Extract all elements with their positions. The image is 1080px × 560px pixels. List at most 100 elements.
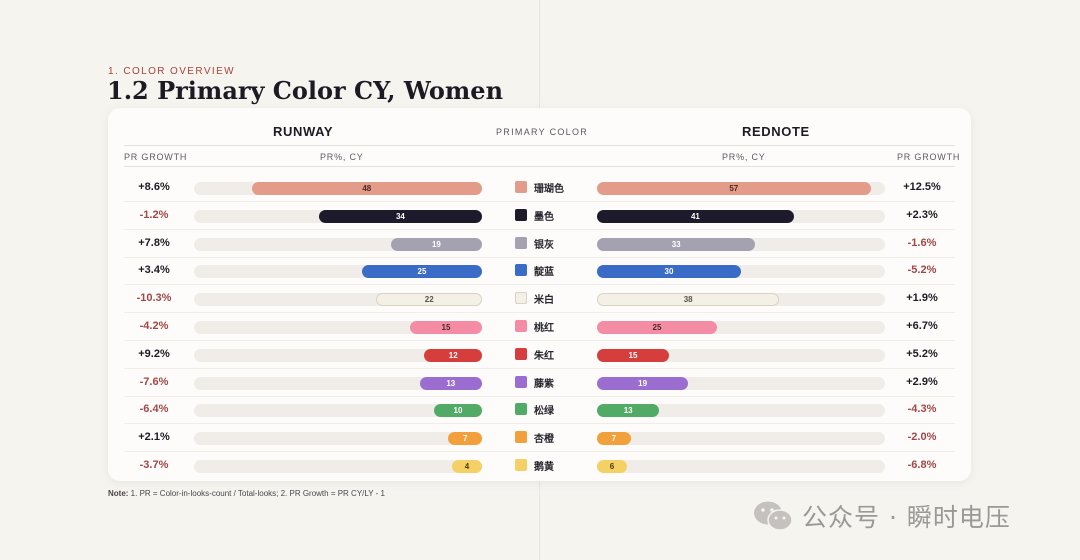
color-swatch <box>515 236 527 249</box>
footnote-label: Note: <box>108 489 129 498</box>
color-swatch <box>515 459 527 471</box>
row-divider <box>124 228 955 230</box>
rednote-bar-track: 13 <box>597 404 885 418</box>
color-swatch <box>515 431 527 444</box>
runway-bar-track: 12 <box>194 348 482 362</box>
runway-bar: 22 <box>376 293 482 307</box>
footnote: Note: 1. PR = Color-in-looks-count / Tot… <box>108 489 385 498</box>
rednote-bar-track: 19 <box>597 376 885 390</box>
runway-growth-value: +9.2% <box>138 347 170 360</box>
color-swatch <box>515 375 527 388</box>
row-divider <box>124 340 955 341</box>
table-row: -7.6% 13 藤紫 19 +2.9% <box>108 369 971 397</box>
color-name: 珊瑚色 <box>534 184 564 195</box>
rednote-bar: 7 <box>597 432 631 446</box>
rednote-bar: 19 <box>597 376 689 390</box>
runway-bar-track: 22 <box>194 293 482 307</box>
table-row: -1.2% 34 墨色 41 +2.3% <box>108 202 971 230</box>
row-divider <box>124 284 955 286</box>
color-name: 桃红 <box>534 323 554 334</box>
chart-card: RUNWAY PRIMARY COLOR REDNOTE PR GROWTH P… <box>108 108 971 481</box>
rednote-growth-value: -1.6% <box>907 236 937 249</box>
rednote-bar: 30 <box>597 265 741 279</box>
runway-pr-header: PR%, CY <box>320 152 364 162</box>
table-row: -3.7% 4 鹅黄 6 -6.8% <box>108 452 971 480</box>
runway-growth-value: +7.8% <box>138 236 170 249</box>
color-swatch <box>515 208 527 221</box>
primary-color-header: PRIMARY COLOR <box>496 127 589 137</box>
runway-bar-track: 19 <box>194 237 482 251</box>
rednote-bar-track: 7 <box>597 432 885 446</box>
runway-bar: 19 <box>390 237 482 251</box>
color-name: 银灰 <box>534 239 554 251</box>
rednote-bar-track: 30 <box>597 265 885 279</box>
header-rule <box>124 145 955 146</box>
table-row: +9.2% 12 朱红 15 +5.2% <box>108 341 971 369</box>
rednote-growth-value: +2.3% <box>906 208 938 221</box>
color-name: 墨色 <box>534 211 554 223</box>
row-divider <box>124 256 955 258</box>
row-divider <box>124 395 955 397</box>
runway-bar: 48 <box>251 182 482 195</box>
rednote-header: REDNOTE <box>742 124 810 139</box>
color-swatch <box>515 181 527 193</box>
color-name: 杏橙 <box>534 434 554 446</box>
runway-growth-value: -3.7% <box>139 459 169 471</box>
runway-bar-track: 15 <box>194 321 482 334</box>
rednote-growth-value: -6.8% <box>907 459 937 471</box>
rednote-bar: 38 <box>597 293 780 307</box>
rednote-bar: 6 <box>597 460 627 473</box>
runway-bar: 10 <box>434 404 482 418</box>
color-name: 鹅黄 <box>534 462 554 473</box>
runway-bar: 34 <box>318 209 482 223</box>
row-divider <box>124 201 955 202</box>
subheader-rule <box>124 166 955 167</box>
runway-bar: 13 <box>419 376 482 390</box>
runway-growth-value: -4.2% <box>139 320 169 332</box>
runway-bar-track: 48 <box>194 182 482 195</box>
rednote-bar: 33 <box>597 237 756 251</box>
table-row: +2.1% 7 杏橙 7 -2.0% <box>108 424 971 453</box>
rednote-bar-track: 25 <box>597 321 885 334</box>
runway-growth-value: -6.4% <box>139 403 169 416</box>
rednote-growth-header: PR GROWTH <box>897 152 961 162</box>
runway-bar-track: 7 <box>194 432 482 446</box>
rednote-growth-value: +5.2% <box>906 347 938 360</box>
table-row: -4.2% 15 桃红 25 +6.7% <box>108 313 971 341</box>
rednote-growth-value: -2.0% <box>907 431 937 444</box>
color-name: 松绿 <box>534 406 554 418</box>
color-name: 藤紫 <box>534 378 554 390</box>
table-row: -10.3% 22 米白 38 +1.9% <box>108 285 971 314</box>
row-divider <box>124 423 955 425</box>
runway-growth-value: -7.6% <box>139 375 169 388</box>
runway-growth-value: -1.2% <box>139 208 169 221</box>
rednote-bar-track: 33 <box>597 237 885 251</box>
color-swatch <box>515 320 527 332</box>
wechat-icon <box>754 501 793 531</box>
rednote-bar: 57 <box>597 182 871 195</box>
runway-header: RUNWAY <box>273 124 334 139</box>
color-swatch <box>515 347 527 360</box>
rednote-pr-header: PR%, CY <box>722 152 766 162</box>
rednote-growth-value: +2.9% <box>906 375 938 388</box>
runway-bar: 12 <box>424 348 482 362</box>
rednote-growth-value: -5.2% <box>907 264 937 277</box>
table-row: +8.6% 48 珊瑚色 57 +12.5% <box>108 174 971 202</box>
rednote-bar-track: 57 <box>597 182 885 195</box>
footnote-text: 1. PR = Color-in-looks-count / Total-loo… <box>128 489 385 498</box>
runway-bar-track: 13 <box>194 376 482 390</box>
runway-bar-track: 4 <box>194 460 482 473</box>
page-title: 1.2 Primary Color CY, Women <box>107 76 504 105</box>
rednote-growth-value: -4.3% <box>907 403 937 416</box>
rednote-bar: 15 <box>597 348 669 362</box>
runway-bar-track: 34 <box>194 209 482 223</box>
runway-growth-value: +8.6% <box>138 181 170 193</box>
runway-bar: 7 <box>448 432 482 446</box>
runway-growth-header: PR GROWTH <box>124 152 188 162</box>
color-name: 朱红 <box>534 350 554 362</box>
runway-bar: 25 <box>362 265 482 279</box>
rednote-bar: 41 <box>597 209 794 223</box>
rednote-bar-track: 15 <box>597 348 885 362</box>
rednote-bar: 25 <box>597 321 717 334</box>
table-row: -6.4% 10 松绿 13 -4.3% <box>108 396 971 425</box>
